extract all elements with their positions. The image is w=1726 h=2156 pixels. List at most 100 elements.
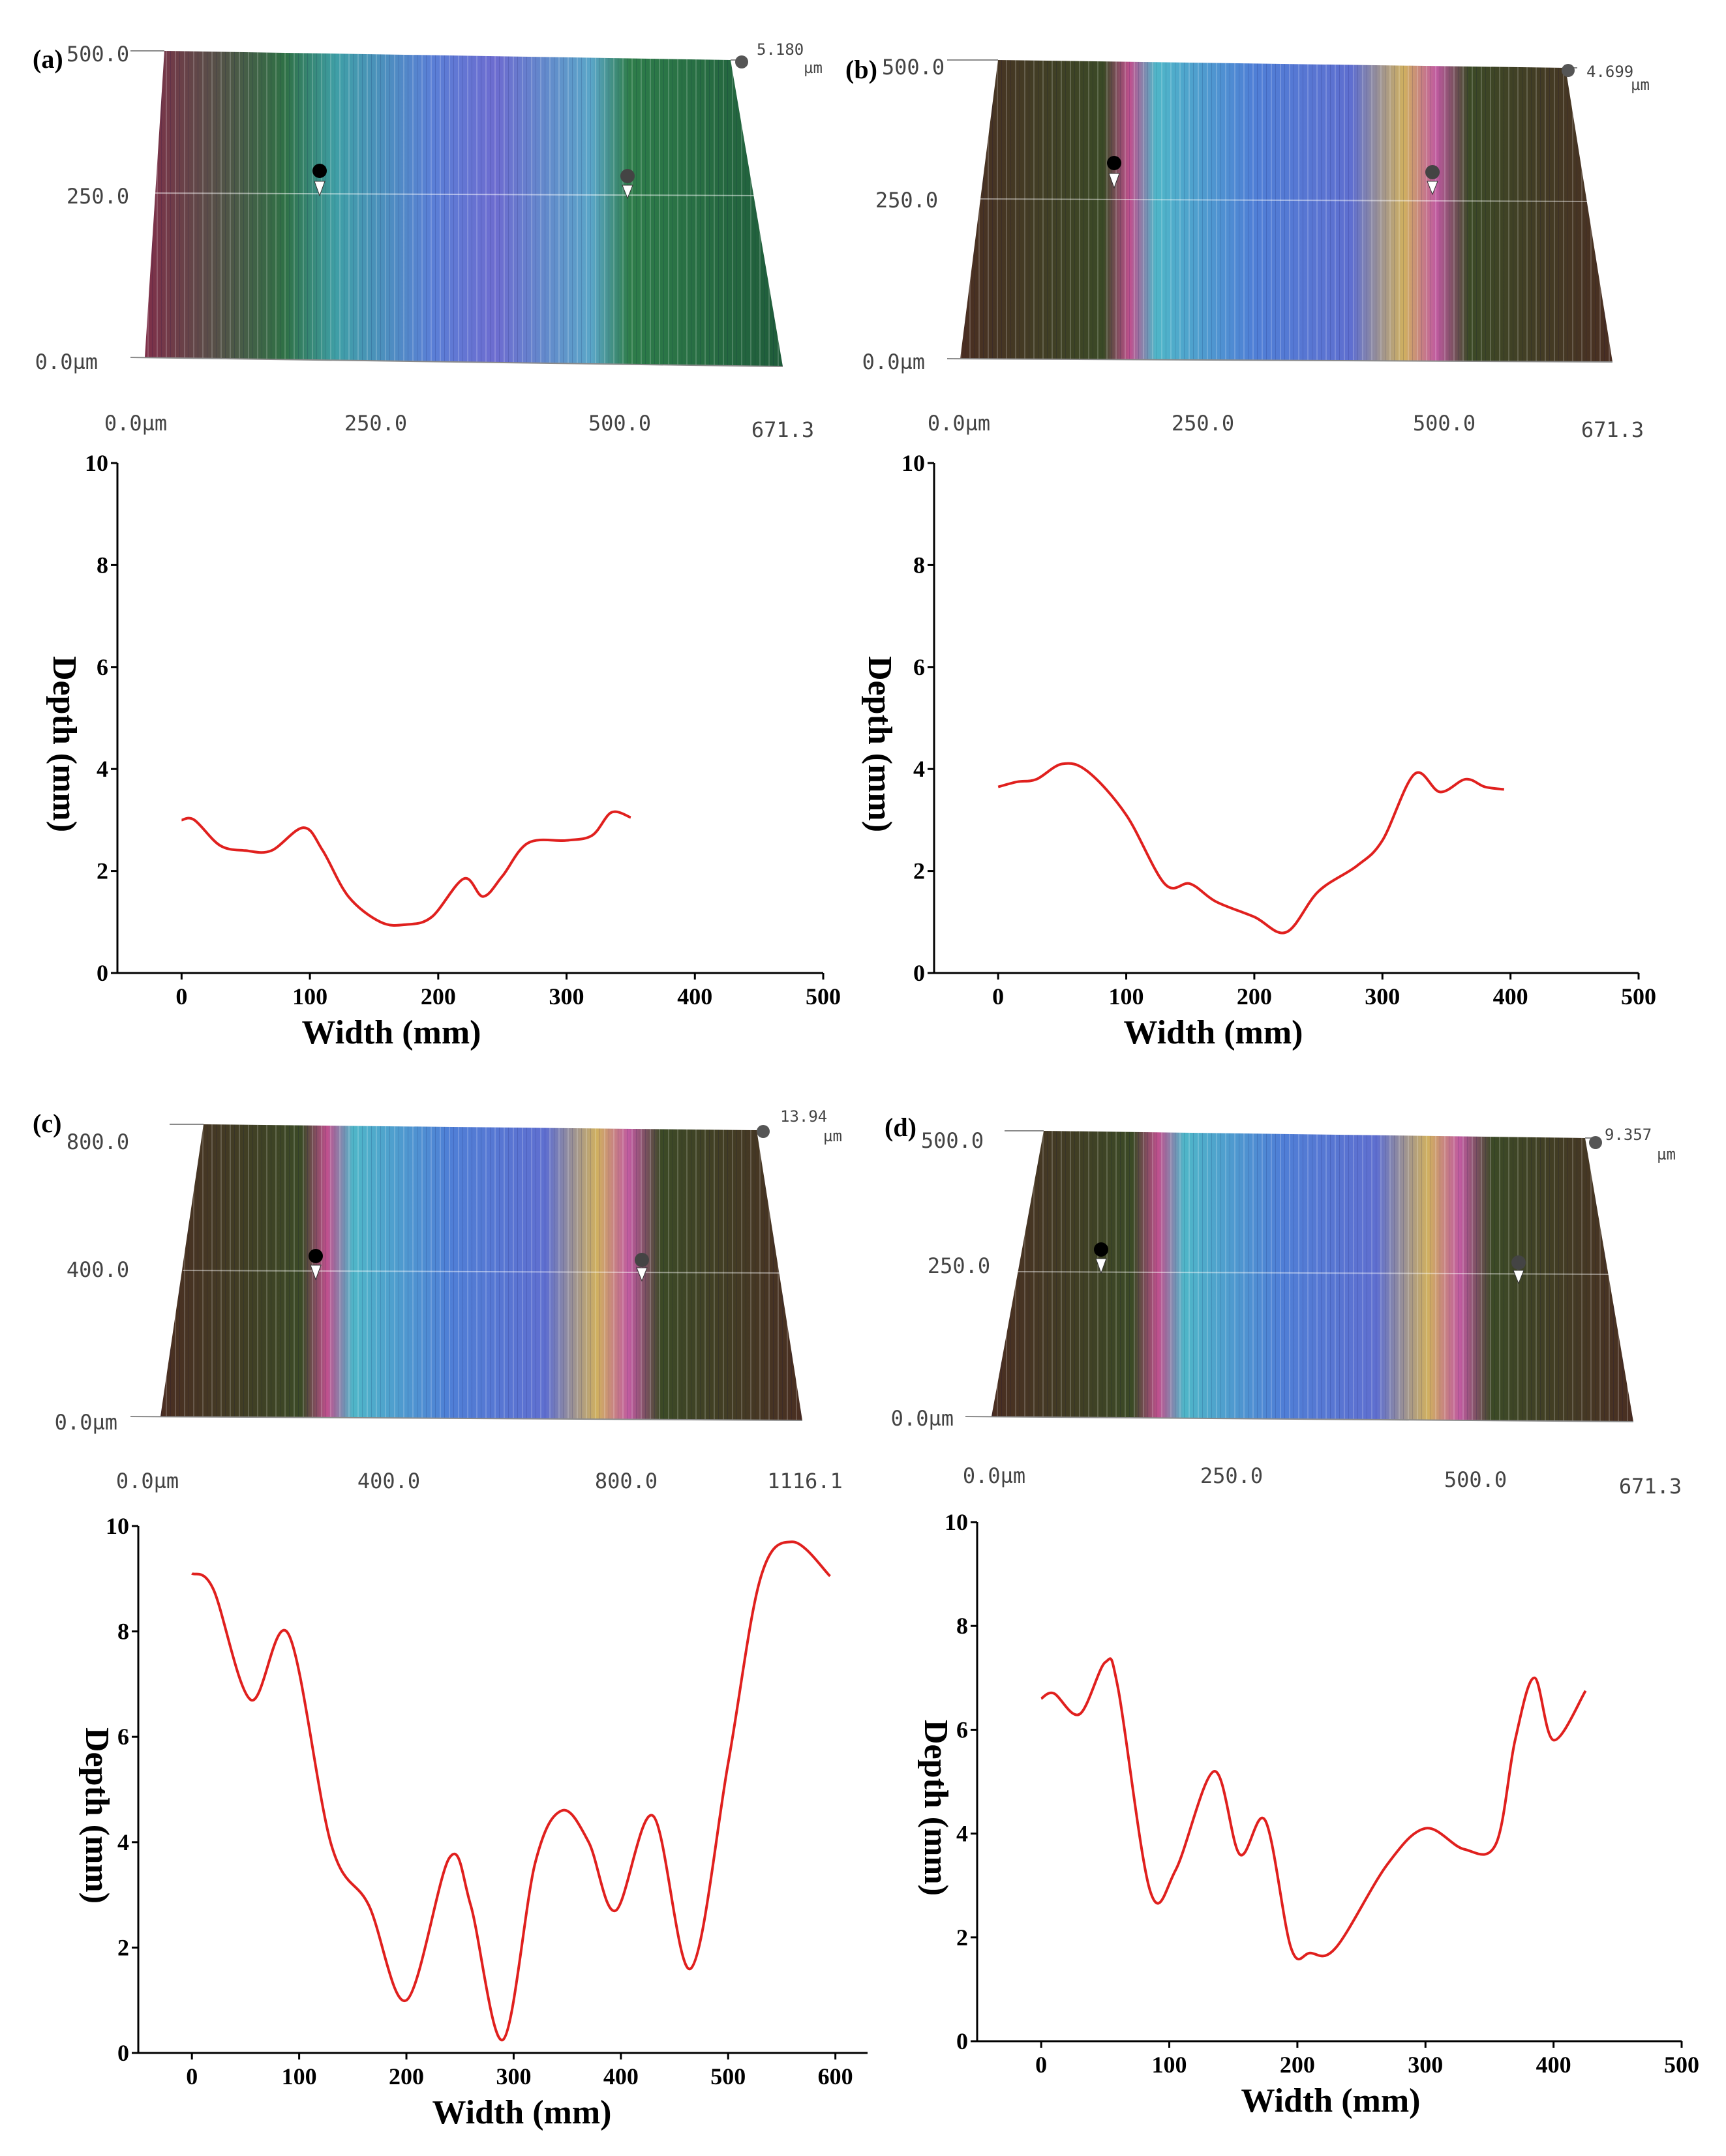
x-tick-label-b: 500 (1621, 983, 1656, 1010)
x-tick-label-b: 100 (1109, 983, 1144, 1010)
x-tick-label-c: 300 (496, 2063, 531, 2089)
map-x-label-3-b: 671.3 (1581, 417, 1644, 442)
zmax-unit-c: µm (823, 1127, 842, 1145)
map-y-label-bottom-a: 0.0µm (35, 350, 98, 374)
map-x-label-3-d: 671.3 (1619, 1474, 1682, 1499)
marker-right-arrow-b (1427, 181, 1438, 196)
x-tick-label-c: 0 (186, 2063, 198, 2089)
y-tick-label-c: 2 (117, 1934, 129, 1960)
y-tick-label-b: 10 (901, 450, 925, 476)
map-y-label-bottom-c: 0.0µm (55, 1410, 117, 1435)
map-x-label-0-d: 0.0µm (963, 1463, 1025, 1488)
marker-left-d (1094, 1242, 1108, 1257)
y-tick-label-c: 4 (117, 1829, 129, 1855)
x-tick-label-b: 300 (1365, 983, 1400, 1010)
map-c: (c) 800.0 400.0 0.0µm 0.0µm 400.0 800.0 … (33, 1107, 843, 1493)
y-tick-label-a: 4 (97, 756, 108, 782)
marker-left-arrow-d (1095, 1258, 1107, 1274)
x-tick-label-d: 200 (1280, 2052, 1315, 2078)
x-tick-label-c: 500 (710, 2063, 746, 2089)
map-x-label-2-a: 500.0 (588, 411, 651, 436)
x-tick-label-a: 200 (421, 983, 456, 1010)
marker-left-a (312, 164, 327, 178)
map-y-label-top-d: 500.0 (921, 1128, 984, 1153)
y-tick-label-c: 8 (117, 1619, 129, 1645)
marker-right-arrow-a (622, 185, 633, 200)
marker-left-b (1107, 156, 1121, 170)
map-y-label-top-c: 800.0 (67, 1130, 129, 1154)
marker-right-a (620, 169, 635, 183)
marker-left-arrow-a (314, 181, 326, 197)
x-tick-label-d: 300 (1408, 2052, 1443, 2078)
series-line-a (181, 810, 631, 927)
map-x-label-0-b: 0.0µm (928, 411, 990, 436)
marker-left-arrow-c (310, 1265, 322, 1281)
marker-right-arrow-c (636, 1267, 648, 1282)
map-x-label-1-b: 250.0 (1172, 411, 1234, 436)
panel-label-d: (d) (885, 1113, 916, 1142)
y-tick-label-b: 8 (913, 552, 925, 578)
y-tick-label-c: 10 (106, 1513, 129, 1539)
x-tick-label-c: 200 (389, 2063, 424, 2089)
x-tick-label-b: 400 (1493, 983, 1528, 1010)
y-tick-label-b: 0 (913, 960, 925, 986)
map-x-label-0-c: 0.0µm (116, 1469, 179, 1493)
x-tick-label-a: 300 (549, 983, 584, 1010)
y-tick-label-d: 0 (956, 2028, 968, 2054)
y-tick-label-c: 6 (117, 1724, 129, 1750)
y-tick-label-d: 10 (945, 1509, 968, 1535)
series-line-b (997, 762, 1505, 935)
y-tick-label-c: 0 (117, 2040, 129, 2066)
x-tick-label-a: 400 (677, 983, 712, 1010)
y-tick-label-a: 0 (97, 960, 108, 986)
x-axis-title-c: Width (mm) (432, 2094, 612, 2131)
surface-texture-a (145, 51, 783, 367)
map-y-label-top-b: 500.0 (882, 55, 945, 80)
zmax-unit-d: µm (1657, 1145, 1676, 1163)
map-y-label-mid-b: 250.0 (875, 188, 938, 213)
y-tick-label-a: 8 (97, 552, 108, 578)
zmax-value-c: 13.94 (780, 1107, 827, 1126)
zmax-value-b: 4.699 (1586, 63, 1633, 81)
map-y-label-bottom-b: 0.0µm (862, 350, 925, 374)
x-tick-label-d: 100 (1152, 2052, 1187, 2078)
zmax-dot-b (1562, 64, 1575, 77)
marker-right-b (1425, 165, 1440, 179)
x-axis-title-a: Width (mm) (302, 1014, 481, 1051)
x-tick-label-b: 200 (1237, 983, 1272, 1010)
x-tick-label-a: 500 (806, 983, 841, 1010)
map-x-label-3-a: 671.3 (751, 417, 814, 442)
zmax-unit-a: µm (804, 59, 823, 77)
marker-left-c (309, 1249, 323, 1263)
map-x-label-1-d: 250.0 (1200, 1463, 1263, 1488)
y-tick-label-a: 6 (97, 654, 108, 680)
x-tick-label-d: 500 (1664, 2052, 1699, 2078)
x-tick-label-b: 0 (992, 983, 1004, 1010)
panel-label-b: (b) (845, 55, 877, 84)
x-axis-title-d: Width (mm) (1241, 2082, 1421, 2119)
series-line-c (191, 1540, 831, 2041)
map-y-label-mid-d: 250.0 (928, 1253, 990, 1278)
surface-texture-d (992, 1131, 1633, 1422)
marker-right-d (1511, 1255, 1526, 1270)
marker-right-arrow-d (1513, 1270, 1524, 1285)
x-tick-label-c: 100 (282, 2063, 317, 2089)
x-tick-label-a: 0 (175, 983, 187, 1010)
y-tick-label-d: 2 (956, 1924, 968, 1951)
map-y-label-mid-c: 400.0 (67, 1257, 129, 1282)
map-x-label-2-d: 500.0 (1444, 1467, 1507, 1492)
y-axis-title-a: Depth (mm) (46, 656, 83, 832)
map-x-label-2-b: 500.0 (1413, 411, 1476, 436)
y-tick-label-a: 10 (85, 450, 108, 476)
y-tick-label-d: 6 (956, 1716, 968, 1743)
panel-label-a: (a) (33, 44, 63, 74)
marker-left-arrow-b (1108, 173, 1120, 189)
y-tick-label-d: 4 (956, 1821, 968, 1847)
map-x-label-1-c: 400.0 (357, 1469, 420, 1493)
zmax-dot-a (735, 55, 748, 68)
zmax-dot-c (757, 1125, 770, 1138)
